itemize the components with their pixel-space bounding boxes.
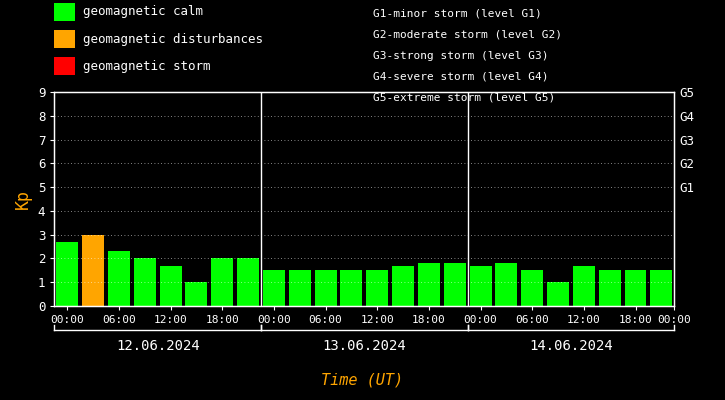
Bar [418,263,440,306]
Text: G4-severe storm (level G4): G4-severe storm (level G4) [373,72,549,82]
Bar [573,266,594,306]
Text: 14.06.2024: 14.06.2024 [529,339,613,353]
Text: geomagnetic disturbances: geomagnetic disturbances [83,33,263,46]
Bar [650,270,672,306]
Bar [495,263,518,306]
Bar [392,266,414,306]
Bar [289,270,311,306]
Text: 13.06.2024: 13.06.2024 [323,339,406,353]
Bar [444,263,465,306]
Bar [186,282,207,306]
Bar [521,270,543,306]
Bar [160,266,181,306]
Bar [237,258,259,306]
Bar [263,270,285,306]
Bar [624,270,647,306]
Bar [82,235,104,306]
Bar [57,242,78,306]
Text: geomagnetic storm: geomagnetic storm [83,60,211,73]
Bar [211,258,233,306]
Text: G1-minor storm (level G1): G1-minor storm (level G1) [373,9,542,19]
Bar [547,282,569,306]
Bar [366,270,388,306]
Bar [134,258,156,306]
Y-axis label: Kp: Kp [14,189,33,209]
Text: G3-strong storm (level G3): G3-strong storm (level G3) [373,51,549,61]
Bar [341,270,362,306]
Text: G5-extreme storm (level G5): G5-extreme storm (level G5) [373,92,555,102]
Bar [599,270,621,306]
Text: 12.06.2024: 12.06.2024 [116,339,199,353]
Bar [470,266,492,306]
Bar [315,270,336,306]
Text: Time (UT): Time (UT) [321,372,404,388]
Text: G2-moderate storm (level G2): G2-moderate storm (level G2) [373,30,563,40]
Bar [108,251,130,306]
Text: geomagnetic calm: geomagnetic calm [83,6,204,18]
